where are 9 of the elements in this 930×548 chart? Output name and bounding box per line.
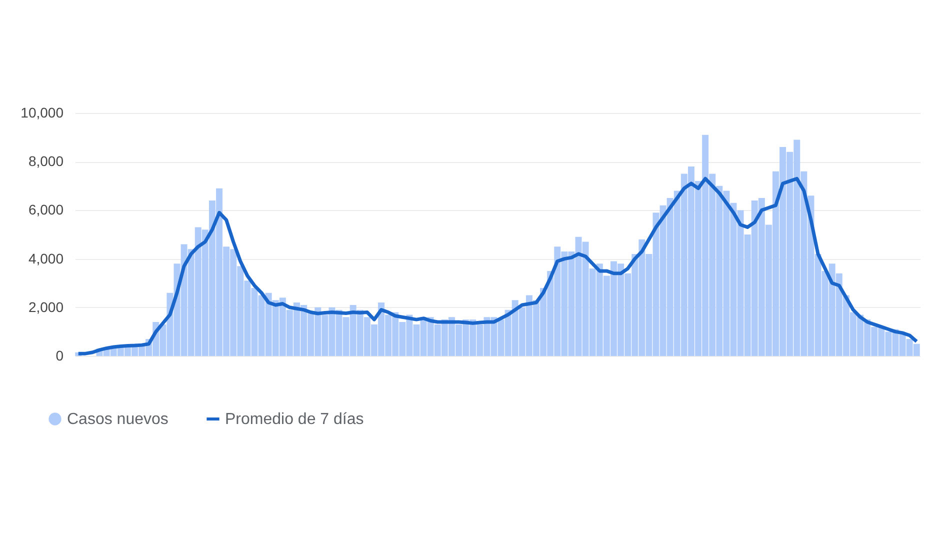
y-tick-label: 4,000 [28,250,64,266]
y-tick-label: 2,000 [28,298,64,315]
legend-label: Promedio de 7 días [225,411,364,428]
y-tick-label: 10,000 [20,104,64,120]
y-tick-label: 0 [56,348,64,364]
y-tick-label: 8,000 [28,153,64,170]
legend-label: Casos nuevos [67,411,168,428]
y-tick-label: 6,000 [28,202,64,218]
line-series [76,176,918,356]
